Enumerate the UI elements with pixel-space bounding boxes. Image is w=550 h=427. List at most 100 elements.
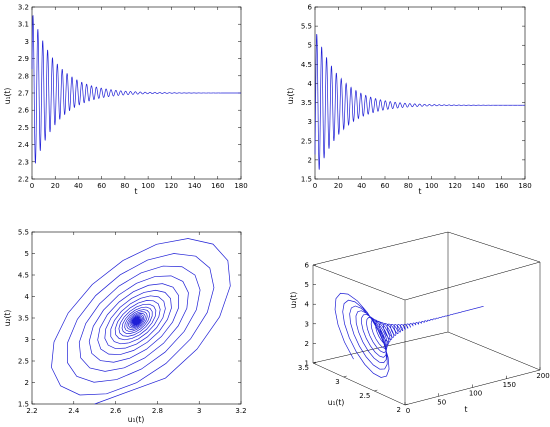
z-tick-label: 1 (305, 360, 309, 368)
y-axis-label: u₂(t) (3, 310, 12, 327)
x-tick-label: 180 (518, 182, 531, 190)
u1-series-line (31, 15, 241, 164)
y-tick-label: 2.4 (18, 141, 30, 149)
x-tick-label: 80 (404, 182, 413, 190)
x-tick-label: 0 (313, 182, 317, 190)
3d-box-edge (312, 331, 449, 364)
y-tick-label: 3 (25, 38, 29, 46)
y-tick-label: 3.5 (301, 99, 312, 107)
y-axis-label: u₁(t) (3, 88, 12, 105)
3d-box-edge (312, 231, 449, 266)
x-tick-label: 100 (141, 182, 154, 190)
3d-box-edge (312, 362, 406, 406)
x-tick-label: 160 (211, 182, 224, 190)
u1-axis-label: u₁(t) (328, 398, 345, 407)
u2-series-line (314, 33, 525, 170)
y-tick-label: 2.5 (18, 124, 29, 132)
3d-box (312, 231, 541, 406)
y-tick-label: 4.5 (301, 61, 312, 69)
y-tick-label: 3.1 (18, 21, 29, 29)
x-axis-label: u₁(t) (128, 415, 145, 424)
z-tick-label: 3 (305, 320, 309, 328)
z-tick-label: 4 (305, 301, 310, 309)
x-tick-label: 120 (448, 182, 461, 190)
y-tick-label: 1.5 (18, 401, 29, 409)
y-tick-label: 2.5 (18, 358, 29, 366)
x-tick-label: 140 (472, 182, 485, 190)
panel-u1-vs-t: 0 20 40 60 80 100 120 140 160 180 2.2 2.3 2.4 2.5 2.6… (3, 4, 248, 197)
y-tick-label: 3 (25, 336, 29, 344)
phase-trajectory-line (51, 238, 231, 405)
x-axis-label: t (135, 187, 138, 196)
u1-tick-label: 3 (335, 378, 339, 386)
z-tick-label: 2 (305, 340, 309, 348)
y-tick-label: 6 (308, 4, 313, 12)
y-tick-label: 5.5 (18, 229, 29, 237)
u1-tick-label: 3.5 (298, 364, 309, 372)
t-tick-label: 0 (406, 407, 410, 415)
y-ticks: 1.5 2 2.5 3 3.5 4 4.5 5 5.5 6 (301, 4, 525, 184)
y-tick-label: 2.2 (18, 176, 29, 184)
x-tick-label: 60 (97, 182, 106, 190)
panel-phase-plane: 2.2 2.4 2.6 2.8 3 3.2 1.5 2 2.5 3 3.5 4 4.5 5 5.5 u₁(… (3, 229, 247, 425)
y-tick-label: 4 (25, 293, 30, 301)
x-ticks: 0 20 40 60 80 100 120 140 160 180 (313, 7, 532, 190)
x-tick-label: 3.2 (235, 407, 246, 415)
y-tick-label: 2.3 (18, 158, 29, 166)
z-tick-label: 6 (305, 262, 310, 270)
t-tick-label: 100 (469, 390, 482, 398)
y-tick-label: 5 (308, 42, 312, 50)
x-tick-label: 3 (197, 407, 201, 415)
x-tick-label: 2.8 (152, 407, 163, 415)
x-tick-label: 0 (30, 182, 34, 190)
y-ticks: 2.2 2.3 2.4 2.5 2.6 2.7 2.8 2.9 3 3.1 3.2 (18, 4, 241, 184)
x-tick-label: 80 (120, 182, 129, 190)
3d-box-edge (447, 331, 541, 371)
x-tick-label: 100 (425, 182, 438, 190)
y-tick-label: 4.5 (18, 272, 29, 280)
y-tick-label: 2.8 (18, 72, 29, 80)
u1-tick-label: 2 (397, 406, 401, 414)
x-tick-label: 2.6 (110, 407, 122, 415)
u1-tick-label: 2.5 (359, 392, 370, 400)
x-ticks: 2.2 2.4 2.6 2.8 3 3.2 (26, 232, 247, 415)
y-tick-label: 2.6 (18, 107, 30, 115)
x-ticks: 0 20 40 60 80 100 120 140 160 180 (30, 7, 248, 190)
panel-3d-trajectory: 1 2 3 4 5 6 0 50 100 150 200 2 2.5 3 3.5 t u₁(t) u₂(t) (289, 231, 550, 416)
x-tick-label: 20 (51, 182, 60, 190)
3d-box-edge (404, 261, 541, 301)
u1-tick-mark (404, 403, 409, 406)
x-tick-label: 20 (334, 182, 343, 190)
y-tick-label: 2.5 (301, 137, 312, 145)
t-tick-label: 200 (536, 372, 549, 380)
y-tick-label: 2.9 (18, 55, 29, 63)
y-axis-label: u₂(t) (286, 88, 295, 105)
3d-trajectory-line (334, 292, 484, 378)
y-tick-label: 3.2 (18, 4, 29, 12)
y-tick-label: 5.5 (301, 23, 312, 31)
x-tick-label: 40 (74, 182, 83, 190)
u1-tick-mark (374, 389, 378, 392)
panel-u2-vs-t: 0 20 40 60 80 100 120 140 160 180 1.5 2 2.5 3 3.5 4 4.5… (286, 4, 532, 197)
y-tick-label: 2 (308, 156, 312, 164)
3d-ticks: 1 2 3 4 5 6 0 50 100 150 200 2 2.5 3 3.5 (298, 262, 550, 416)
u1-tick-mark (312, 361, 317, 364)
y-tick-label: 3.5 (18, 315, 29, 323)
u2-axis-label: u₂(t) (289, 292, 298, 309)
y-ticks: 1.5 2 2.5 3 3.5 4 4.5 5 5.5 (18, 229, 241, 409)
x-tick-label: 60 (381, 182, 390, 190)
x-axis-label: t (419, 187, 422, 196)
x-tick-label: 120 (165, 182, 178, 190)
x-tick-label: 180 (234, 182, 247, 190)
y-tick-label: 2.7 (18, 90, 29, 98)
y-tick-label: 1.5 (301, 176, 312, 184)
z-tick-label: 5 (305, 281, 309, 289)
plot-frame (314, 6, 526, 180)
t-tick-label: 50 (437, 398, 446, 406)
x-tick-label: 140 (188, 182, 201, 190)
3d-box-edge (312, 264, 406, 301)
3d-box-edge (447, 231, 541, 263)
t-tick-label: 150 (503, 381, 516, 389)
y-tick-label: 4 (308, 80, 313, 88)
